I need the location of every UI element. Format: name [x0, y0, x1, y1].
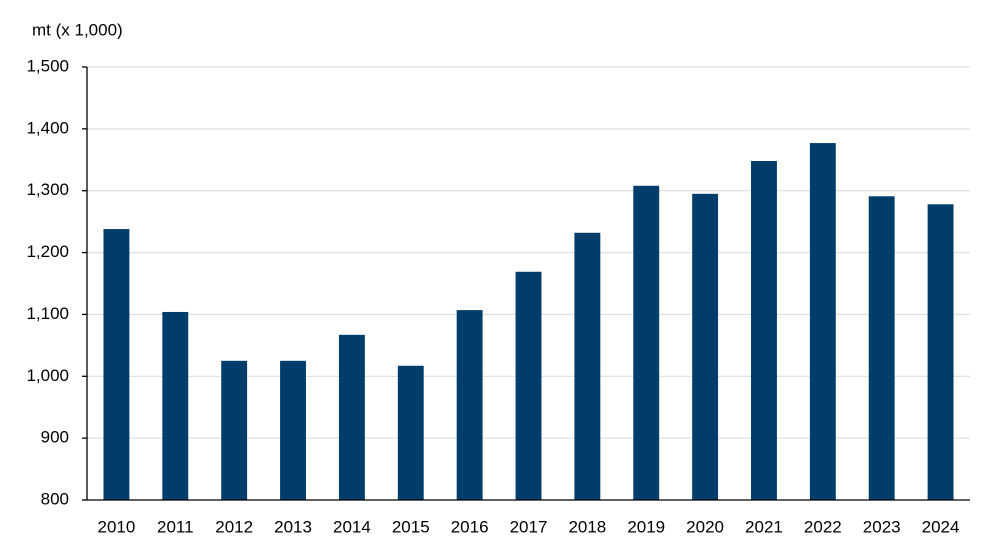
bar	[162, 311, 189, 500]
bar	[397, 365, 424, 500]
y-tick-label: 1,100	[26, 304, 69, 323]
bar	[633, 185, 660, 500]
y-tick-label: 1,400	[26, 118, 69, 137]
y-tick-label: 1,300	[26, 180, 69, 199]
x-tick-label: 2012	[215, 517, 253, 536]
x-tick-label: 2019	[627, 517, 665, 536]
x-tick-label: 2020	[686, 517, 724, 536]
x-tick-label: 2010	[98, 517, 136, 536]
x-tick-label: 2015	[392, 517, 430, 536]
bar	[338, 334, 365, 500]
y-tick-label: 1,000	[26, 366, 69, 385]
bar	[280, 360, 306, 500]
bar	[515, 271, 542, 500]
x-tick-label: 2017	[510, 517, 548, 536]
y-tick-label: 1,200	[26, 242, 69, 261]
x-tick-label: 2023	[863, 517, 901, 536]
bar	[927, 204, 954, 500]
y-tick-label: 800	[41, 489, 69, 508]
bar	[456, 310, 483, 500]
bar	[751, 161, 777, 500]
y-tick-label: 1,500	[26, 56, 69, 75]
x-tick-label: 2014	[333, 517, 371, 536]
bar	[868, 196, 895, 500]
x-tick-label: 2024	[922, 517, 960, 536]
bar	[809, 143, 836, 500]
y-tick-label: 900	[41, 428, 69, 447]
x-tick-label: 2016	[451, 517, 489, 536]
bar	[574, 232, 601, 500]
bar	[221, 360, 248, 500]
x-tick-label: 2021	[745, 517, 783, 536]
x-tick-label: 2022	[804, 517, 842, 536]
x-tick-label: 2018	[568, 517, 606, 536]
x-tick-label: 2011	[157, 517, 194, 536]
bar	[692, 193, 719, 501]
bar	[103, 229, 130, 500]
y-axis-label: mt (x 1,000)	[32, 20, 123, 39]
x-tick-label: 2013	[274, 517, 312, 536]
